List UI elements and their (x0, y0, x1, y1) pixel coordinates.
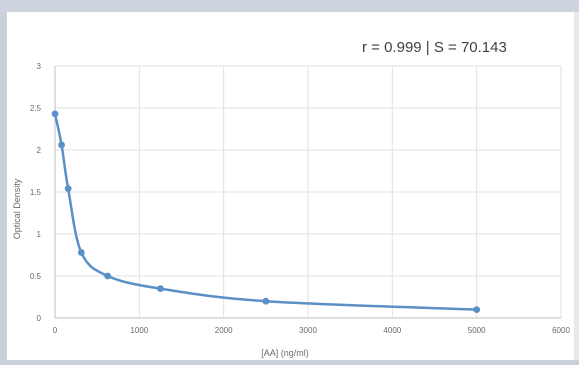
x-tick-label: 1000 (130, 326, 148, 335)
x-tick-label: 3000 (299, 326, 317, 335)
chart-annotation: r = 0.999 | S = 70.143 (362, 39, 507, 56)
y-tick-label: 0.5 (30, 272, 42, 281)
data-point (104, 272, 112, 280)
label-layer: r = 0.999 | S = 70.143 [AA] (ng/ml) Opti… (12, 39, 507, 358)
y-tick-label: 0 (37, 314, 42, 323)
data-point (473, 306, 481, 313)
y-tick-label: 2.5 (30, 104, 42, 113)
y-tick-label: 3 (37, 62, 42, 71)
x-axis-title: [AA] (ng/ml) (261, 348, 309, 358)
y-tick-label: 1.5 (30, 188, 42, 197)
y-axis-title: Optical Density (12, 178, 22, 239)
data-point (262, 297, 270, 305)
top-band (0, 0, 579, 12)
y-tick-label: 1 (37, 230, 42, 239)
x-tick-label: 6000 (552, 326, 570, 335)
data-point (58, 141, 65, 149)
y-tick-label: 2 (37, 146, 42, 155)
data-point (64, 185, 72, 193)
series-layer (51, 110, 481, 313)
data-point (51, 110, 59, 118)
axis-layer: 0 0.5 1 1.5 2 2.5 3 0 1000 2000 3000 4000 5000 6000 (30, 62, 571, 335)
chart-svg: 0 0.5 1 1.5 2 2.5 3 0 1000 2000 3000 4000 5000 6000 r… (12, 39, 571, 358)
x-tick-label: 4000 (383, 326, 401, 335)
data-point (77, 249, 85, 256)
data-point (157, 285, 164, 292)
x-tick-label: 5000 (468, 326, 486, 335)
chart-area: 0 0.5 1 1.5 2 2.5 3 0 1000 2000 3000 4000 5000 6000 r… (7, 12, 574, 360)
grid-layer (55, 65, 562, 318)
x-tick-label: 2000 (215, 326, 233, 335)
right-edge-strip (574, 12, 579, 360)
x-tick-label: 0 (53, 326, 58, 335)
series-line (53, 112, 478, 311)
